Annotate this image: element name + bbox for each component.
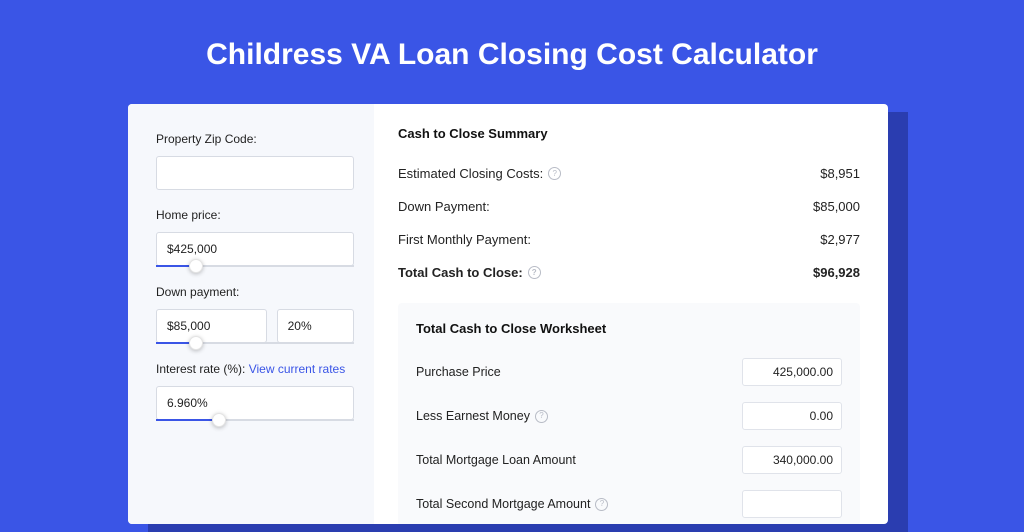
view-rates-link[interactable]: View current rates xyxy=(249,362,346,376)
worksheet-label: Purchase Price xyxy=(416,365,501,379)
zip-label: Property Zip Code: xyxy=(156,132,354,146)
interest-rate-input[interactable] xyxy=(156,386,354,420)
home-price-group: Home price: xyxy=(156,208,354,267)
worksheet-label: Total Mortgage Loan Amount xyxy=(416,453,576,467)
interest-rate-slider[interactable] xyxy=(156,419,354,421)
help-icon[interactable]: ? xyxy=(535,410,548,423)
worksheet-row-purchase-price: Purchase Price xyxy=(416,350,842,394)
worksheet-input-second-mortgage[interactable] xyxy=(742,490,842,518)
home-price-label: Home price: xyxy=(156,208,354,222)
worksheet-row-second-mortgage: Total Second Mortgage Amount ? xyxy=(416,482,842,524)
home-price-slider[interactable] xyxy=(156,265,354,267)
worksheet-input-purchase-price[interactable] xyxy=(742,358,842,386)
inputs-panel: Property Zip Code: Home price: Down paym… xyxy=(128,104,374,524)
results-panel: Cash to Close Summary Estimated Closing … xyxy=(374,104,888,524)
down-payment-pct-input[interactable] xyxy=(277,309,354,343)
worksheet-row-mortgage-amount: Total Mortgage Loan Amount xyxy=(416,438,842,482)
worksheet-row-earnest-money: Less Earnest Money ? xyxy=(416,394,842,438)
worksheet-title: Total Cash to Close Worksheet xyxy=(416,321,842,336)
summary-row-down-payment: Down Payment: $85,000 xyxy=(398,190,860,223)
summary-value: $8,951 xyxy=(820,166,860,181)
down-payment-label: Down payment: xyxy=(156,285,354,299)
summary-title: Cash to Close Summary xyxy=(398,126,860,141)
worksheet-label: Less Earnest Money xyxy=(416,409,530,423)
help-icon[interactable]: ? xyxy=(548,167,561,180)
help-icon[interactable]: ? xyxy=(595,498,608,511)
worksheet-panel: Total Cash to Close Worksheet Purchase P… xyxy=(398,303,860,524)
zip-group: Property Zip Code: xyxy=(156,132,354,190)
summary-row-first-payment: First Monthly Payment: $2,977 xyxy=(398,223,860,256)
home-price-input[interactable] xyxy=(156,232,354,266)
summary-label: First Monthly Payment: xyxy=(398,232,531,247)
summary-label: Estimated Closing Costs: xyxy=(398,166,543,181)
interest-rate-label: Interest rate (%): xyxy=(156,362,245,376)
summary-label: Down Payment: xyxy=(398,199,490,214)
summary-label: Total Cash to Close: xyxy=(398,265,523,280)
down-payment-input[interactable] xyxy=(156,309,267,343)
interest-rate-label-row: Interest rate (%): View current rates xyxy=(156,362,354,376)
interest-rate-group: Interest rate (%): View current rates xyxy=(156,362,354,421)
zip-input[interactable] xyxy=(156,156,354,190)
summary-row-total: Total Cash to Close: ? $96,928 xyxy=(398,256,860,289)
down-payment-group: Down payment: xyxy=(156,285,354,344)
summary-row-closing-costs: Estimated Closing Costs: ? $8,951 xyxy=(398,157,860,190)
worksheet-input-mortgage-amount[interactable] xyxy=(742,446,842,474)
summary-value: $96,928 xyxy=(813,265,860,280)
help-icon[interactable]: ? xyxy=(528,266,541,279)
down-payment-slider[interactable] xyxy=(156,342,354,344)
calculator-card: Property Zip Code: Home price: Down paym… xyxy=(128,104,888,524)
worksheet-input-earnest-money[interactable] xyxy=(742,402,842,430)
summary-value: $85,000 xyxy=(813,199,860,214)
page-title: Childress VA Loan Closing Cost Calculato… xyxy=(0,0,1024,100)
summary-value: $2,977 xyxy=(820,232,860,247)
worksheet-label: Total Second Mortgage Amount xyxy=(416,497,590,511)
